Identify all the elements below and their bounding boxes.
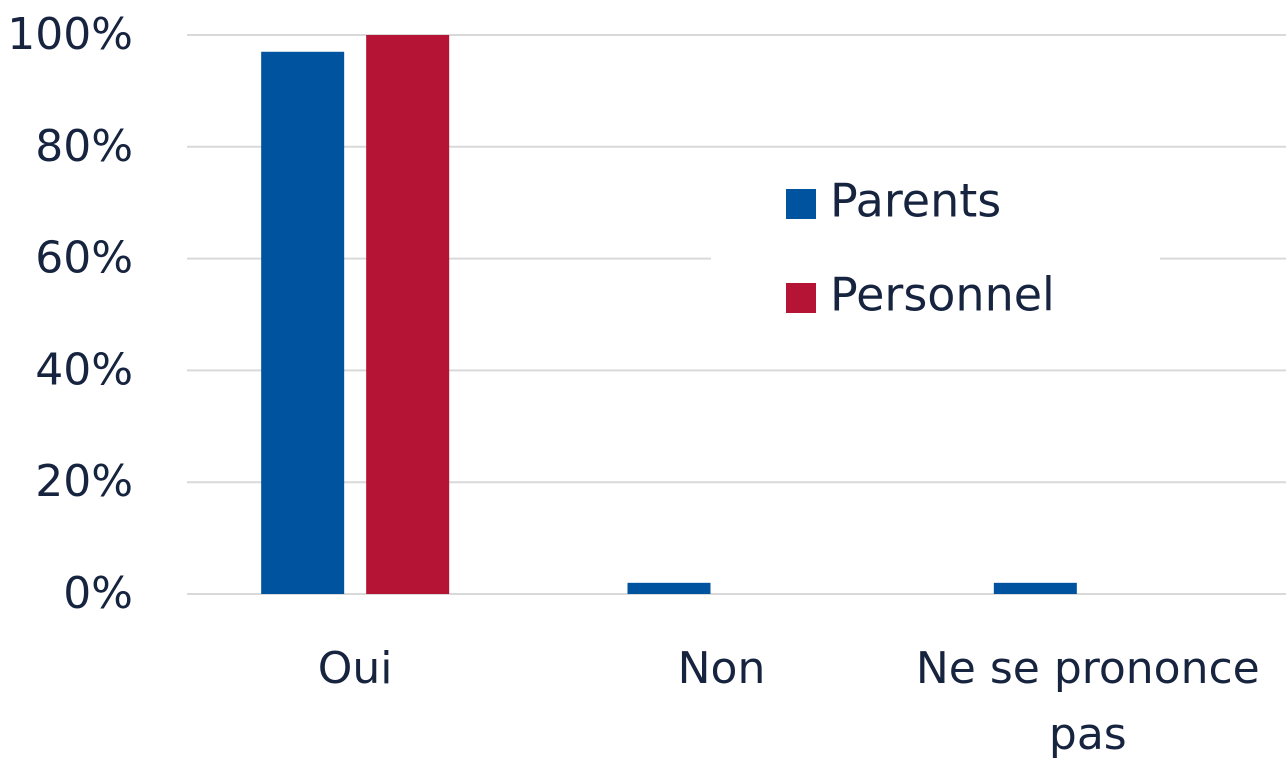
y-tick-label: 40% <box>35 344 133 395</box>
legend-label: Personnel <box>830 268 1055 322</box>
y-tick-label: 80% <box>35 121 133 172</box>
x-tick-label: Non <box>677 643 766 694</box>
y-tick-label: 20% <box>35 456 133 507</box>
x-tick-label: Oui <box>317 643 393 694</box>
bar <box>261 51 345 594</box>
legend-swatch <box>786 189 816 219</box>
legend-swatch <box>786 283 816 313</box>
y-tick-label: 0% <box>63 568 133 619</box>
y-tick-label: 100% <box>7 9 133 60</box>
x-tick-label: Ne se prononce pas <box>915 643 1260 760</box>
y-tick-label: 60% <box>35 233 133 284</box>
bar <box>993 582 1077 594</box>
bar <box>627 582 711 594</box>
bar <box>366 35 450 594</box>
legend-label: Parents <box>830 174 1001 228</box>
legend-background <box>711 165 1160 335</box>
